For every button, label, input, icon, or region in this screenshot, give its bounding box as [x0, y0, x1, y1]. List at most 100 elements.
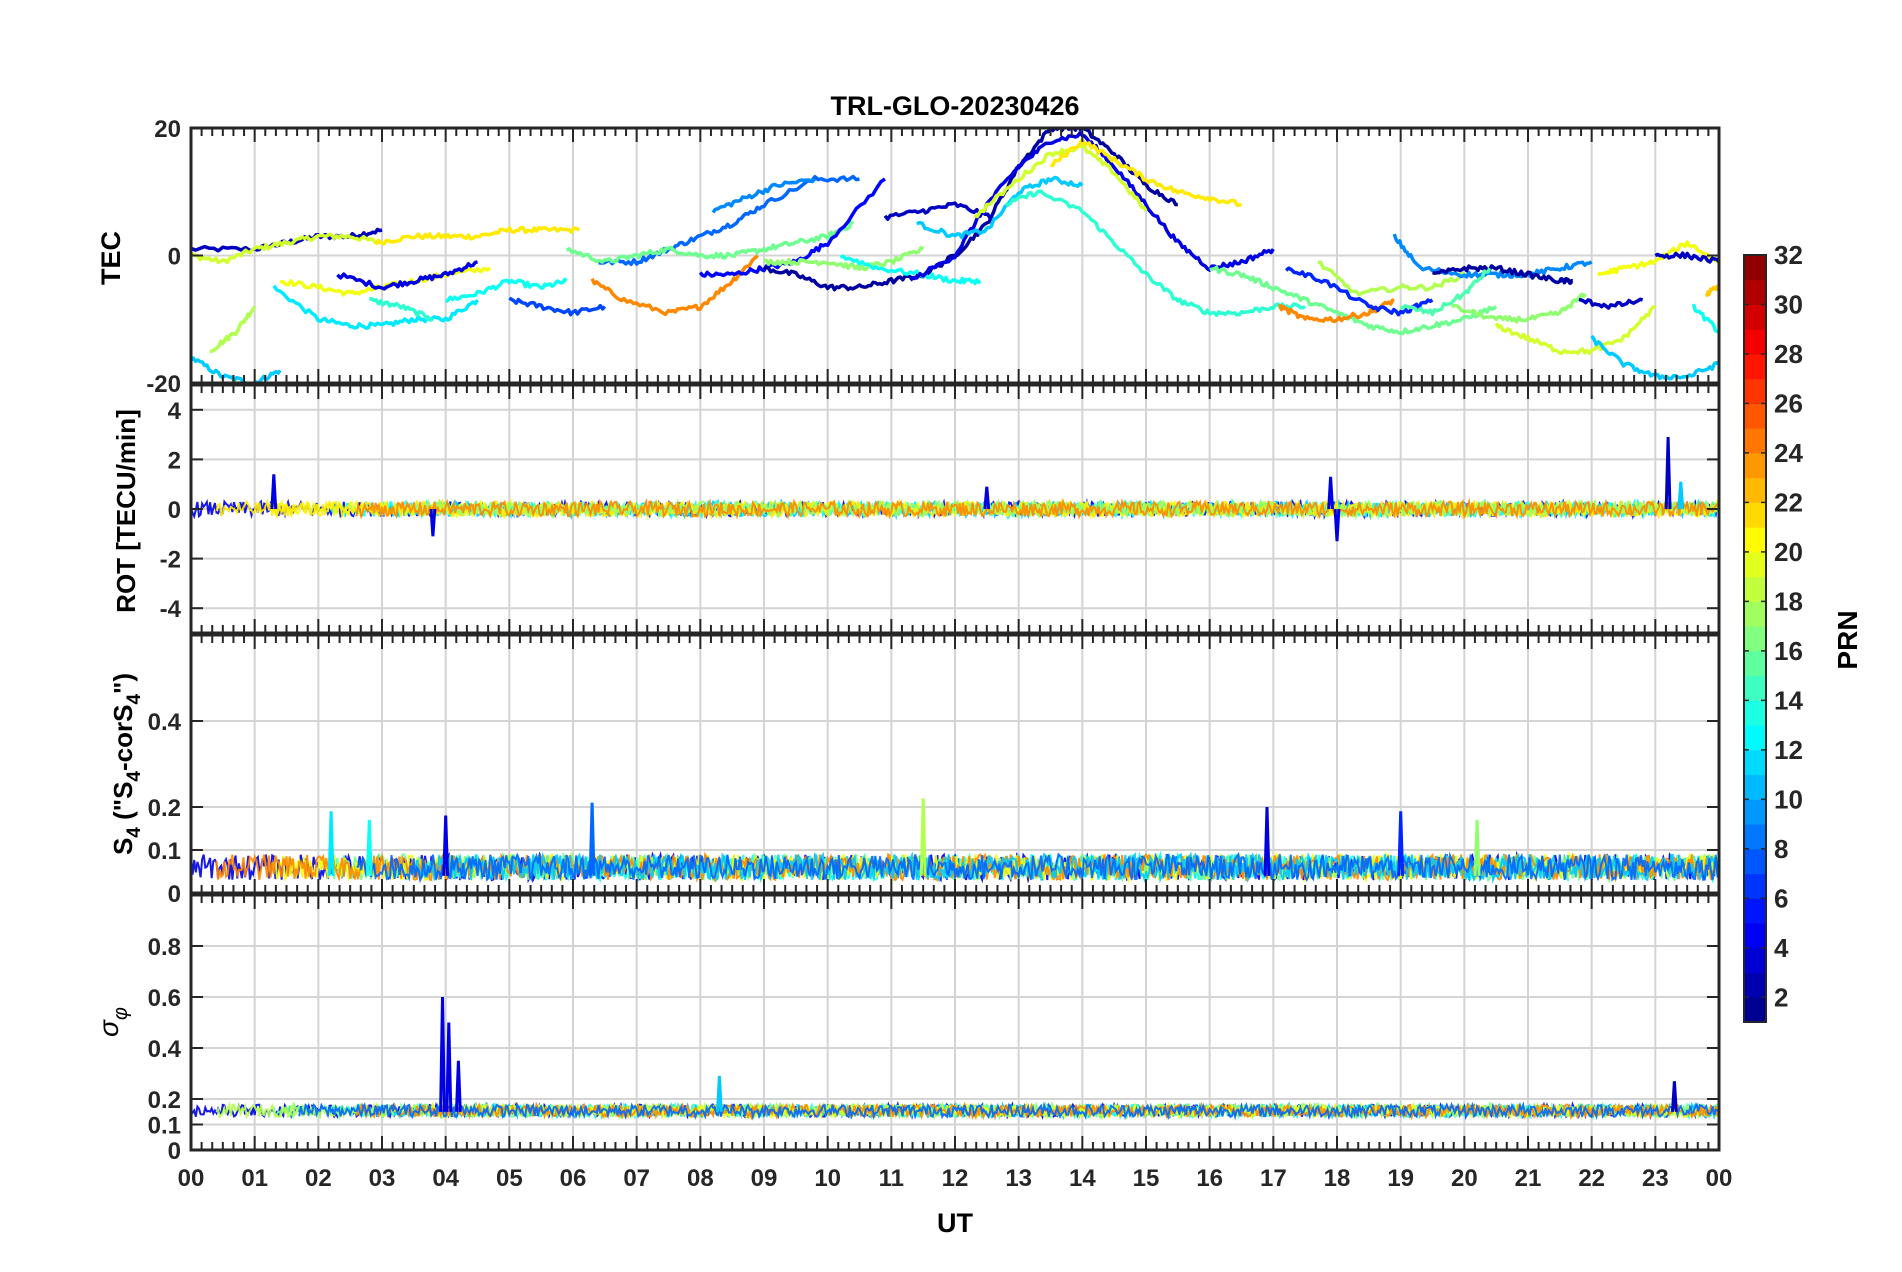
colorbar-tick-label: 32 [1774, 240, 1803, 270]
tec-series-prn-3 [191, 227, 383, 253]
x-tick-label: 23 [1642, 1165, 1669, 1192]
y-tick-label: 0.4 [148, 709, 182, 736]
tec-series-prn-14 [369, 296, 434, 322]
y-tick-label: 0.2 [148, 795, 181, 822]
x-tick-label: 00 [178, 1165, 205, 1192]
colorbar-segment [1744, 279, 1766, 305]
tec-series-prn-20 [1596, 240, 1719, 277]
tec-series-prn-9 [711, 177, 817, 214]
spike [588, 802, 596, 876]
tec-series-prn-18 [209, 305, 257, 354]
sigma-phi-axis-label: σφ [93, 1007, 132, 1037]
y-tick-label: 0.2 [148, 1087, 181, 1114]
x-tick-label: 07 [623, 1165, 650, 1192]
s4-panel: 0.4 0.2 0.1 0 [148, 633, 1721, 908]
spike [365, 819, 373, 876]
colorbar-segment [1744, 502, 1766, 528]
tec-series-prn-3 [1654, 251, 1719, 264]
tec-series-prn-17 [1451, 292, 1587, 324]
colorbar-segment [1744, 774, 1766, 800]
plot-area [191, 996, 1719, 1121]
colorbar-segment [1744, 749, 1766, 776]
tec-series-prn-9 [1392, 233, 1593, 279]
spike [1333, 508, 1341, 542]
y-tick-label: 0 [168, 881, 181, 908]
tec-series-prn-16 [565, 220, 855, 264]
s4-label-d: ") [108, 673, 138, 694]
y-tick-label: -4 [160, 596, 182, 623]
colorbar-segment [1744, 576, 1766, 602]
y-tick-label: 0.4 [148, 1036, 182, 1063]
tec-series-prn-2 [1432, 264, 1574, 285]
spike [919, 798, 927, 876]
colorbar-segment [1744, 650, 1766, 677]
tec-series-prn-24 [590, 254, 759, 317]
spike [455, 1060, 462, 1112]
spike [1664, 437, 1672, 510]
s4-label-a-sub: 4 [124, 827, 145, 838]
spike [327, 811, 335, 876]
tec-series-prn-2 [762, 128, 1178, 292]
tec-series-prn-13 [1691, 303, 1719, 334]
rot-panel: 4 2 0 -2 -4 [160, 383, 1721, 635]
colorbar-segment [1744, 428, 1766, 454]
s4-label-c: -corS [108, 705, 138, 771]
y-tick-label: -20 [146, 371, 181, 398]
y-tick-label: 0.1 [148, 838, 181, 865]
tec-series-prn-14 [1004, 189, 1307, 318]
x-ticks [190, 895, 1720, 1150]
y-tick-label: 0 [168, 244, 181, 271]
x-tick-label: 00 [1706, 1165, 1733, 1192]
y-tick-label: 0 [168, 1138, 181, 1165]
x-axis-label: UT [937, 1208, 973, 1238]
colorbar-tick-label: 14 [1774, 685, 1803, 715]
trace-prn-8 [356, 851, 1719, 884]
x-tick-label: 12 [942, 1165, 969, 1192]
colorbar-segment [1744, 353, 1766, 380]
colorbar-segment [1744, 527, 1766, 553]
colorbar-tick-label: 6 [1774, 883, 1788, 913]
colorbar-segment [1744, 601, 1766, 627]
y-tick-label: 4 [168, 398, 182, 425]
rot-axis-label: ROT [TECU/min] [111, 409, 141, 613]
tec-series-prn-21 [374, 225, 581, 246]
colorbar-segment [1744, 997, 1766, 1023]
tec-series-prn-11 [191, 356, 282, 383]
colorbar-segment [1744, 848, 1766, 875]
s4-label-a: S [108, 838, 138, 855]
tec-series-prn-20 [279, 266, 492, 297]
y-tick-label: -2 [160, 547, 181, 574]
spike [1677, 481, 1685, 510]
x-tick-label: 19 [1387, 1165, 1414, 1192]
x-tick-label: 06 [560, 1165, 587, 1192]
spike [1327, 476, 1334, 510]
tec-series-prn-22 [1704, 284, 1719, 297]
colorbar-segment [1744, 700, 1766, 726]
tec-series-prn-17 [763, 245, 925, 272]
sigma-phi-main: σ [93, 1019, 124, 1037]
colorbar-tick-label: 24 [1774, 438, 1803, 468]
spike [1397, 811, 1405, 876]
colorbar-segment [1744, 898, 1766, 924]
spike [429, 508, 437, 537]
x-tick-labels: 00 01 02 03 04 05 06 07 08 09 10 11 12 13 14 15 16 17 18 19… [178, 1165, 1733, 1192]
spike [1473, 819, 1481, 876]
colorbar-segment [1744, 873, 1766, 899]
tec-series-prn-7 [508, 296, 607, 317]
x-tick-label: 13 [1005, 1165, 1032, 1192]
spike [983, 486, 991, 510]
tec-series-prn-11 [916, 175, 1084, 240]
tec-series-prn-18 [1317, 260, 1466, 297]
colorbar-frame [1743, 254, 1767, 1023]
trace-prn-8 [298, 1101, 1719, 1121]
tec-panel: 20 0 -20 [146, 116, 1721, 398]
colorbar-segment [1744, 452, 1766, 479]
colorbar-segment [1744, 477, 1766, 503]
colorbar-segment [1744, 329, 1766, 355]
x-ticks [190, 635, 1720, 893]
spike [442, 815, 450, 876]
x-ticks [190, 128, 1720, 383]
tec-series-prn-16 [1209, 265, 1498, 336]
chart-title: TRL-GLO-20230426 [830, 91, 1079, 121]
